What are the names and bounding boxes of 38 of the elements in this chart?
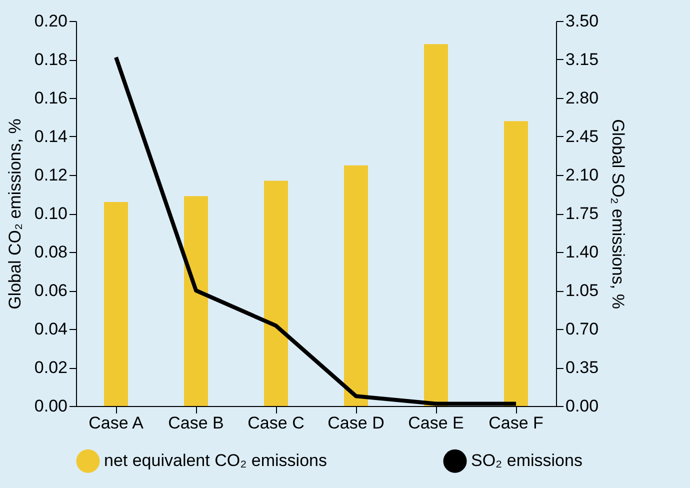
y-tick-label: 0.10: [34, 204, 68, 223]
y2-tick-label: 0.70: [566, 320, 599, 338]
x-tick-label: Case D: [328, 414, 384, 432]
bar: [184, 196, 208, 406]
x-tick-label: Case A: [88, 414, 144, 432]
y-tick-label: 0.08: [34, 242, 68, 262]
y2-tick-label: 0.35: [566, 358, 599, 377]
legend-label: net equivalent CO₂ emissions: [104, 451, 327, 470]
y2-tick-label: 3.50: [566, 12, 599, 30]
y-tick-label: 0.14: [34, 127, 68, 146]
y-tick-label: 0.00: [34, 396, 68, 416]
bar: [424, 44, 448, 406]
y2-tick-label: 0.00: [566, 396, 599, 416]
x-tick-label: Case B: [168, 414, 224, 432]
bar: [104, 202, 128, 406]
y2-tick-label: 2.10: [566, 166, 599, 184]
y-tick-label: 0.20: [34, 12, 68, 30]
bar: [264, 180, 288, 406]
bar: [344, 165, 368, 406]
y2-tick-label: 2.80: [566, 88, 599, 108]
y2-tick-label: 3.15: [566, 50, 599, 69]
y-tick-label: 0.04: [34, 320, 68, 338]
y-axis-title: Global CO₂ emissions, %: [5, 118, 24, 310]
y2-tick-label: 2.45: [566, 127, 599, 146]
bar: [504, 121, 528, 406]
y-tick-label: 0.02: [34, 358, 68, 377]
y-tick-label: 0.18: [34, 50, 68, 69]
y-tick-label: 0.12: [34, 166, 68, 184]
y2-tick-label: 1.75: [566, 204, 599, 223]
y-tick-label: 0.06: [34, 281, 68, 300]
x-tick-label: Case F: [488, 414, 544, 432]
x-tick-label: Case C: [248, 414, 304, 432]
x-tick-label: Case E: [408, 414, 464, 432]
y-tick-label: 0.16: [34, 88, 68, 108]
y2-tick-label: 1.05: [566, 281, 599, 300]
y2-tick-label: 1.40: [566, 242, 599, 262]
legend-label: SO₂ emissions: [471, 451, 582, 470]
y2-axis-title: Global SO₂ emissions, %: [608, 119, 628, 309]
